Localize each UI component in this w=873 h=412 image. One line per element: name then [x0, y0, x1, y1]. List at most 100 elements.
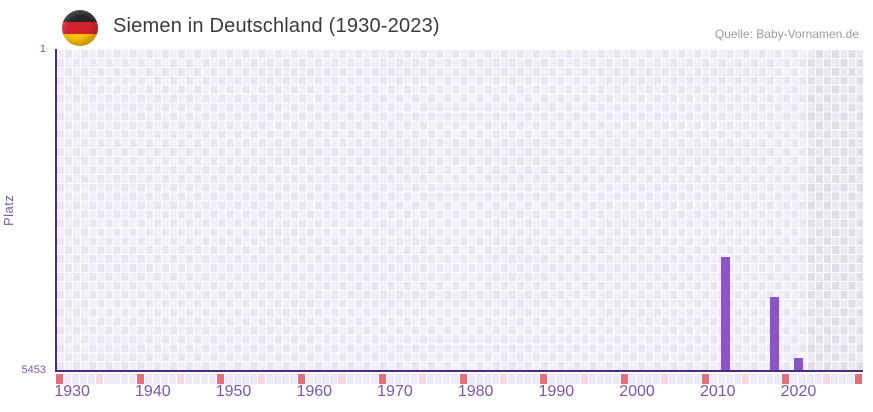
ruler-cell-2006	[685, 374, 693, 384]
ruler-cell-2027	[854, 374, 863, 384]
ruler-cell-2026	[846, 374, 854, 384]
ruler-cell-1947	[209, 374, 217, 384]
ruler-cell-2005	[677, 374, 685, 384]
ruler-cell-1987	[532, 374, 540, 384]
ruler-cell-2017	[774, 374, 782, 384]
ruler-cell-1929	[64, 374, 72, 384]
ruler-cell-1995	[596, 374, 604, 384]
ruler-cell-1928	[56, 374, 64, 384]
ruler-cell-1931	[80, 374, 88, 384]
ruler-cell-1960	[314, 374, 322, 384]
ruler-cell-1957	[290, 374, 298, 384]
ruler-cell-1962	[330, 374, 338, 384]
x-tick-1970: 1970	[377, 383, 413, 400]
x-tick-2010: 2010	[699, 383, 736, 400]
ruler-cell-1991	[564, 374, 572, 384]
y-axis-line	[54, 49, 57, 372]
ruler-cell-1930	[72, 374, 80, 384]
ruler-cell-1945	[193, 374, 201, 384]
ruler-cell-1972	[411, 374, 419, 384]
ruler-cell-1978	[459, 374, 467, 384]
ruler-cell-1976	[443, 374, 451, 384]
ruler-cell-1932	[88, 374, 96, 384]
ruler-cell-1951	[241, 374, 249, 384]
ruler-cell-2022	[814, 374, 822, 384]
ruler-cell-1981	[483, 374, 491, 384]
ruler-cell-1999	[628, 374, 637, 384]
ruler-cell-1949	[225, 374, 233, 384]
ruler-cell-1968	[378, 374, 386, 384]
y-tick-5453: 5453	[21, 364, 46, 376]
ruler-cell-2010	[717, 374, 725, 384]
ruler-cell-2003	[661, 374, 669, 384]
ruler-cell-1953	[257, 374, 265, 384]
ruler-cell-1933	[96, 374, 104, 384]
x-tick-2020: 2020	[780, 383, 817, 400]
ruler-cell-1948	[217, 374, 225, 384]
ruler-cell-1958	[298, 374, 306, 384]
y-tick-1: 1	[39, 43, 46, 55]
ruler-cell-2007	[693, 374, 701, 384]
ruler-cell-1998	[620, 374, 628, 384]
ruler-cell-1986	[524, 374, 532, 384]
ruler-cell-1985	[515, 374, 524, 384]
ruler-cell-2015	[758, 374, 766, 384]
ruler-cell-1984	[507, 374, 515, 384]
bar-2011[interactable]	[721, 257, 731, 370]
ruler-cell-1980	[475, 374, 483, 384]
ruler-cell-1982	[491, 374, 499, 384]
ruler-cell-1935	[112, 374, 120, 384]
ruler-cell-1994	[588, 374, 596, 384]
bar-2017[interactable]	[769, 296, 779, 370]
ruler-cell-1966	[362, 374, 370, 384]
ruler-cell-1977	[451, 374, 459, 384]
x-axis-line	[54, 370, 863, 372]
ruler-cell-2012	[733, 374, 741, 384]
ruler-cell-1944	[185, 374, 193, 384]
ruler-cell-1974	[427, 374, 435, 384]
future-years-zone	[806, 49, 863, 370]
ruler-cell-2002	[653, 374, 661, 384]
ruler-cell-1938	[136, 374, 144, 384]
ruler-cell-1937	[128, 374, 136, 384]
ruler-cell-1988	[540, 374, 548, 384]
ruler-cell-1979	[467, 374, 475, 384]
ruler-cell-1952	[249, 374, 257, 384]
y-axis-title: Platz	[1, 194, 16, 226]
ruler-cell-2019	[790, 374, 798, 384]
ruler-cell-1942	[168, 374, 177, 384]
ruler-cell-2016	[766, 374, 774, 384]
ruler-cell-2020	[798, 374, 806, 384]
ruler-cell-2008	[701, 374, 709, 384]
ruler-cell-2024	[830, 374, 838, 384]
ruler-cell-1969	[386, 374, 394, 384]
ruler-cell-1940	[152, 374, 160, 384]
ruler-cell-1954	[265, 374, 273, 384]
x-tick-1980: 1980	[457, 383, 494, 400]
ruler-cell-1975	[435, 374, 443, 384]
ruler-cell-1967	[370, 374, 378, 384]
ruler-cell-2014	[750, 374, 758, 384]
chart-title: Siemen in Deutschland (1930-2023)	[113, 15, 440, 37]
ruler-cell-1939	[144, 374, 152, 384]
ruler-cell-1973	[419, 374, 427, 384]
source-attribution-link[interactable]: Quelle: Baby-Vornamen.de	[714, 27, 859, 41]
ruler-cell-2021	[806, 374, 814, 384]
ruler-cell-1996	[604, 374, 612, 384]
ruler-cell-1964	[346, 374, 354, 384]
ruler-cell-1970	[394, 374, 403, 384]
ruler-cell-1936	[120, 374, 128, 384]
ruler-cell-2025	[838, 374, 846, 384]
ruler-cell-1983	[499, 374, 507, 384]
x-tick-2000: 2000	[619, 383, 655, 400]
ruler-cell-2009	[709, 374, 717, 384]
ruler-cell-2001	[645, 374, 653, 384]
ruler-cell-2011	[725, 374, 733, 384]
ruler-cell-1997	[612, 374, 620, 384]
ruler-cell-1989	[548, 374, 556, 384]
ruler-cell-2004	[669, 374, 677, 384]
ruler-cell-1955	[273, 374, 281, 384]
ruler-cell-1943	[177, 374, 185, 384]
bar-2020[interactable]	[793, 358, 803, 370]
ruler-cell-1992	[572, 374, 580, 384]
